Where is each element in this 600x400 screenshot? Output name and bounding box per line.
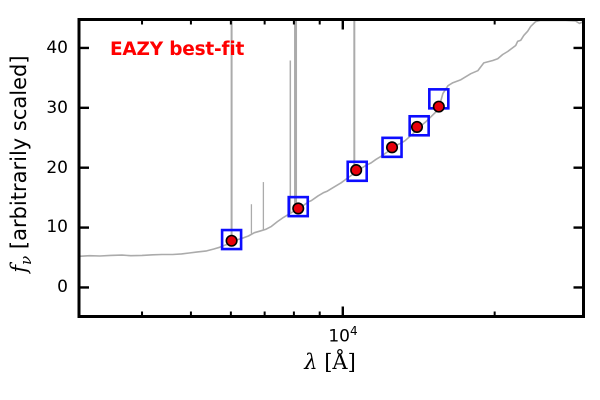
template-flux-square [287,195,310,218]
template-flux-square [381,136,403,159]
plot-frame [77,18,585,318]
y-tick-label-10: 10 [46,217,68,237]
observed-flux-point [350,164,363,177]
y-axis-label-text: [arbitrarily scaled] [6,55,31,256]
template-photometry-markers [220,88,450,251]
x-tick-label-base: 10 [328,326,350,347]
x-axis-label: λ [Å] [260,350,400,374]
observed-flux-point [292,202,305,215]
y-tick-label-0: 0 [57,277,68,297]
observed-flux-point [410,120,424,134]
observed-flux-point [385,141,399,154]
template-flux-square [220,228,243,251]
y-axis-label: fν [arbitrarily scaled] [7,29,35,299]
f-nu-symbol: f [6,264,31,273]
observed-photometry-markers [225,100,445,247]
y-tick-label-30: 30 [46,98,68,118]
lambda-symbol: λ [304,350,318,374]
x-tick-label-exponent: 4 [350,324,358,338]
best-fit-annotation: EAZY best-fit [110,39,245,60]
nu-subscript: ν [17,255,36,265]
x-axis-unit: [Å] [317,350,356,374]
emission-line-spikes [230,19,356,244]
template-flux-square [346,160,369,183]
observed-flux-point [225,234,238,247]
observed-flux-point [432,100,445,113]
axis-ticks [79,19,584,317]
x-tick-label-1e4: 104 [321,321,365,347]
y-tick-label-40: 40 [46,38,68,58]
y-tick-label-20: 20 [46,158,68,178]
template-flux-square [408,114,430,137]
